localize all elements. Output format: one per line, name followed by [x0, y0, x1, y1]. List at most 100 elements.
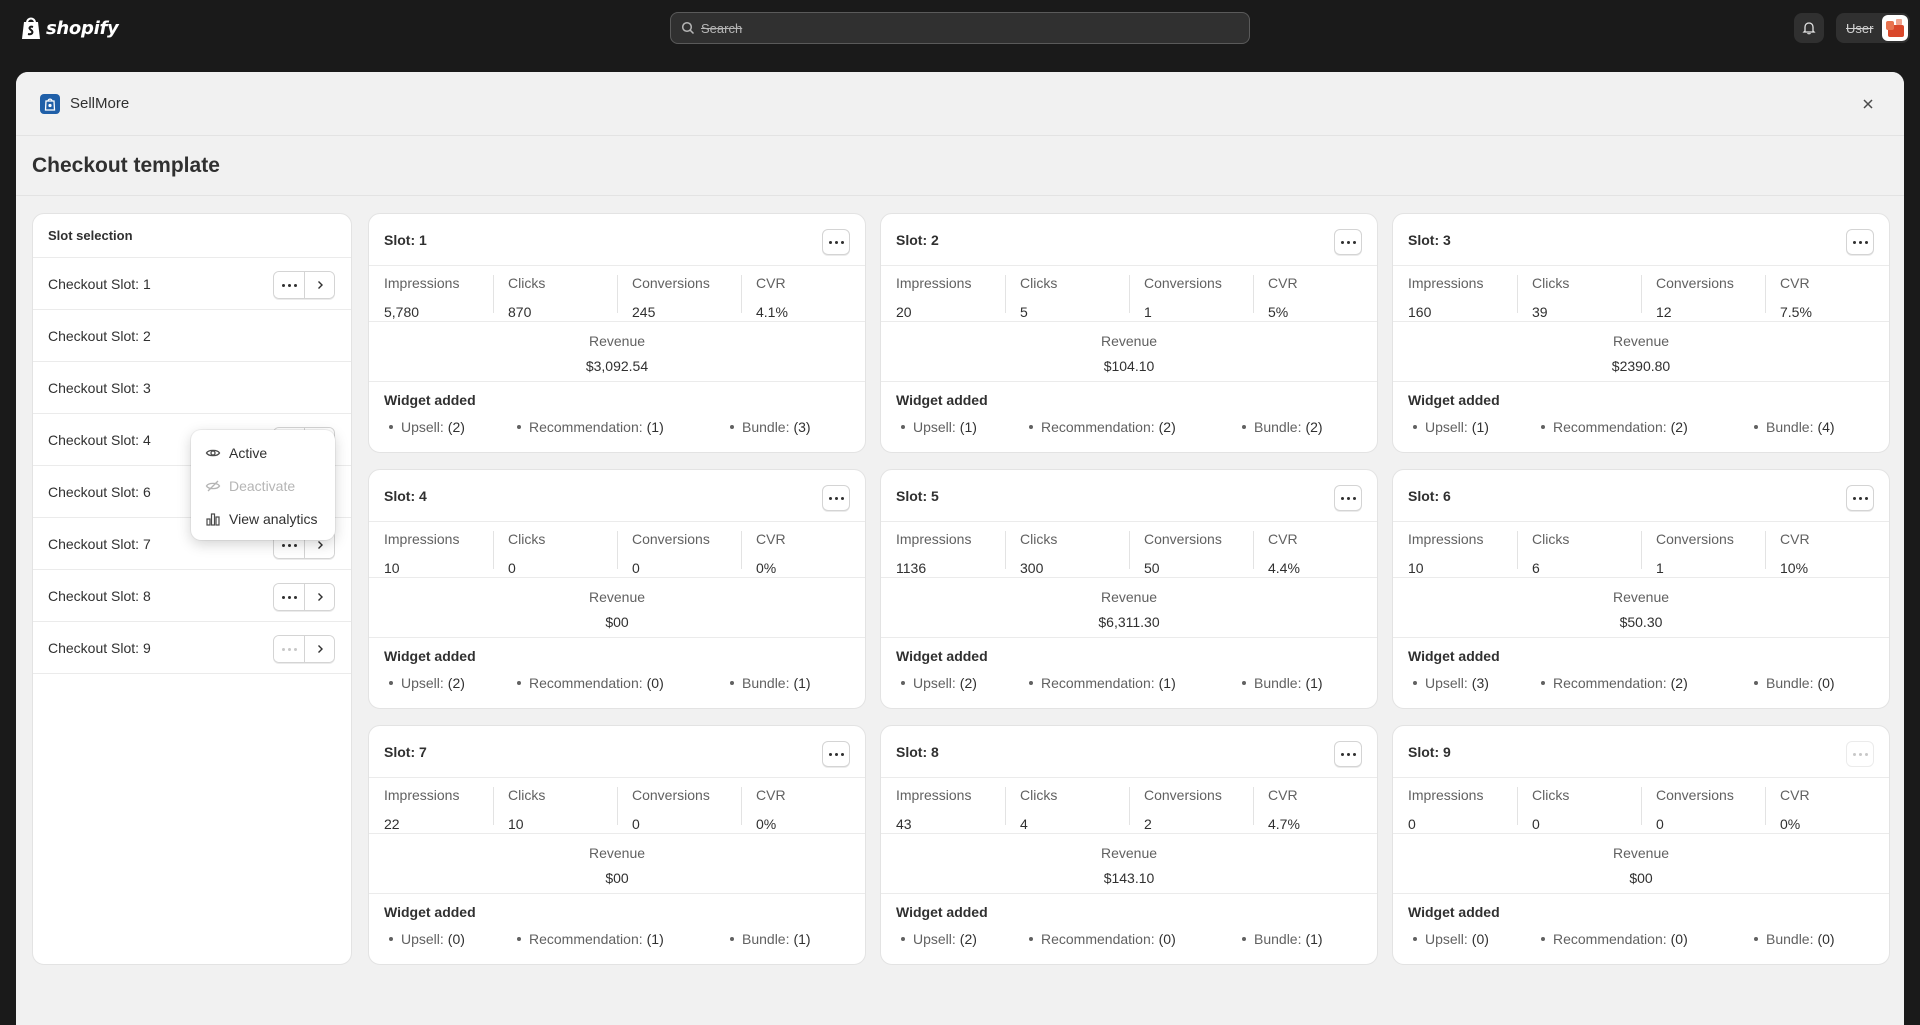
upsell-count: (3): [1471, 675, 1489, 691]
open-slot-button[interactable]: [304, 272, 334, 298]
impressions-label: Impressions: [384, 787, 460, 803]
active-label: Active: [229, 444, 268, 461]
bundle-item: Bundle: (1): [1242, 675, 1323, 691]
upsell-label: Upsell:: [401, 419, 444, 435]
slot-more-button[interactable]: [1846, 229, 1874, 255]
revenue-block: Revenue $00: [369, 834, 865, 894]
slot-more-button[interactable]: [822, 485, 850, 511]
bundle-label: Bundle:: [1254, 675, 1302, 691]
upsell-count: (0): [447, 931, 465, 947]
notifications-button[interactable]: [1794, 13, 1824, 43]
clicks-stat: Clicks 300: [1005, 522, 1129, 577]
slot-title: Slot: 2: [896, 231, 939, 248]
revenue-block: Revenue $104.10: [881, 322, 1377, 382]
upsell-label: Upsell:: [1425, 931, 1468, 947]
recommendation-count: (1): [646, 419, 664, 435]
shopify-logo[interactable]: shopify: [20, 14, 119, 42]
cvr-label: CVR: [1268, 531, 1298, 547]
bullet: [1413, 681, 1417, 685]
revenue-value: $3,092.54: [585, 358, 649, 374]
more-actions-button[interactable]: [274, 272, 304, 298]
cvr-stat: CVR 7.5%: [1765, 266, 1889, 321]
slot-stats: Impressions 1136 Clicks 300 Conversions 50 CVR…: [881, 522, 1377, 578]
sidebar-slot-item[interactable]: Checkout Slot: 8: [33, 570, 351, 622]
open-slot-button[interactable]: [304, 636, 334, 662]
eye-icon: [205, 449, 221, 456]
sidebar-slot-item[interactable]: Checkout Slot: 3: [33, 362, 351, 414]
impressions-stat: Impressions 22: [369, 778, 493, 833]
revenue-label: Revenue: [1612, 845, 1670, 861]
more-actions-button[interactable]: [274, 584, 304, 610]
impressions-value: 43: [896, 816, 912, 832]
user-menu-button[interactable]: User: [1836, 13, 1910, 43]
view-analytics-menu-item[interactable]: View analytics: [197, 502, 329, 535]
deactivate-menu-item[interactable]: Deactivate: [197, 469, 329, 502]
cvr-stat: CVR 0%: [741, 522, 865, 577]
sidebar-slot-item[interactable]: Checkout Slot: 1: [33, 258, 351, 310]
upsell-label: Upsell:: [401, 675, 444, 691]
slot-more-button[interactable]: [1334, 741, 1362, 767]
slot-card-header: Slot: 8: [881, 726, 1377, 778]
slot-more-button[interactable]: [822, 741, 850, 767]
upsell-label: Upsell:: [913, 419, 956, 435]
sidebar-slot-item[interactable]: Checkout Slot: 2: [33, 310, 351, 362]
slot-title: Slot: 8: [896, 743, 939, 760]
revenue-block: Revenue $2390.80: [1393, 322, 1889, 382]
cvr-stat: CVR 10%: [1765, 522, 1889, 577]
more-horizontal-icon: [281, 543, 297, 547]
conversions-value: 2: [1144, 816, 1152, 832]
slot-more-button[interactable]: [1846, 485, 1874, 511]
upsell-count: (2): [447, 419, 465, 435]
conversions-value: 245: [632, 304, 656, 320]
revenue-label: Revenue: [1100, 333, 1158, 349]
cvr-label: CVR: [756, 531, 786, 547]
upsell-item: Upsell: (1): [901, 419, 1029, 435]
slot-card-header: Slot: 4: [369, 470, 865, 522]
slot-selection-panel: Slot selection Checkout Slot: 1 Checkout …: [32, 213, 352, 965]
conversions-label: Conversions: [1144, 531, 1222, 547]
slot-action-buttons: [273, 271, 335, 299]
bullet: [517, 681, 521, 685]
search-input[interactable]: [701, 20, 1221, 36]
impressions-value: 20: [896, 304, 912, 320]
recommendation-item: Recommendation: (2): [1541, 419, 1754, 435]
widget-added-title: Widget added: [1408, 648, 1500, 664]
recommendation-count: (0): [646, 675, 664, 691]
upsell-count: (2): [447, 675, 465, 691]
slot-more-button[interactable]: [1334, 485, 1362, 511]
chevron-right-icon: [317, 645, 323, 653]
slot-card: Slot: 8 Impressions 43 Clicks 4 Conversions 2 C…: [880, 725, 1378, 965]
chevron-right-icon: [317, 541, 323, 549]
search-box[interactable]: [670, 12, 1250, 44]
slot-selection-title: Slot selection: [33, 214, 351, 258]
sidebar-slot-label: Checkout Slot: 3: [48, 379, 151, 396]
upsell-label: Upsell:: [913, 675, 956, 691]
revenue-value: $2390.80: [1611, 358, 1671, 374]
open-slot-button[interactable]: [304, 584, 334, 610]
conversions-label: Conversions: [632, 787, 710, 803]
bundle-label: Bundle:: [1766, 931, 1814, 947]
widgets-block: Widget added Upsell: (0) Recommendation: (0)…: [1393, 894, 1889, 947]
bundle-count: (4): [1817, 419, 1835, 435]
more-actions-button[interactable]: [274, 636, 304, 662]
widget-list: Upsell: (1) Recommendation: (2) Bundle: (2): [896, 419, 1377, 435]
revenue-value: $00: [605, 614, 629, 630]
slot-more-button[interactable]: [822, 229, 850, 255]
sidebar-slot-item[interactable]: Checkout Slot: 9: [33, 622, 351, 674]
conversions-stat: Conversions 245: [617, 266, 741, 321]
view-analytics-label: View analytics: [229, 510, 318, 527]
slot-more-button[interactable]: [1334, 229, 1362, 255]
conversions-stat: Conversions 1: [1129, 266, 1253, 321]
cvr-label: CVR: [1268, 787, 1298, 803]
clicks-label: Clicks: [1532, 531, 1570, 547]
widgets-block: Widget added Upsell: (1) Recommendation: (2)…: [881, 382, 1377, 435]
bullet: [389, 681, 393, 685]
bullet: [1754, 681, 1758, 685]
active-menu-item[interactable]: Active: [197, 436, 329, 469]
slot-more-button[interactable]: [1846, 741, 1874, 767]
slot-stats: Impressions 20 Clicks 5 Conversions 1 CVR 5%: [881, 266, 1377, 322]
cvr-label: CVR: [1780, 531, 1810, 547]
bullet: [517, 425, 521, 429]
close-modal-button[interactable]: [1858, 94, 1878, 114]
impressions-stat: Impressions 1136: [881, 522, 1005, 577]
